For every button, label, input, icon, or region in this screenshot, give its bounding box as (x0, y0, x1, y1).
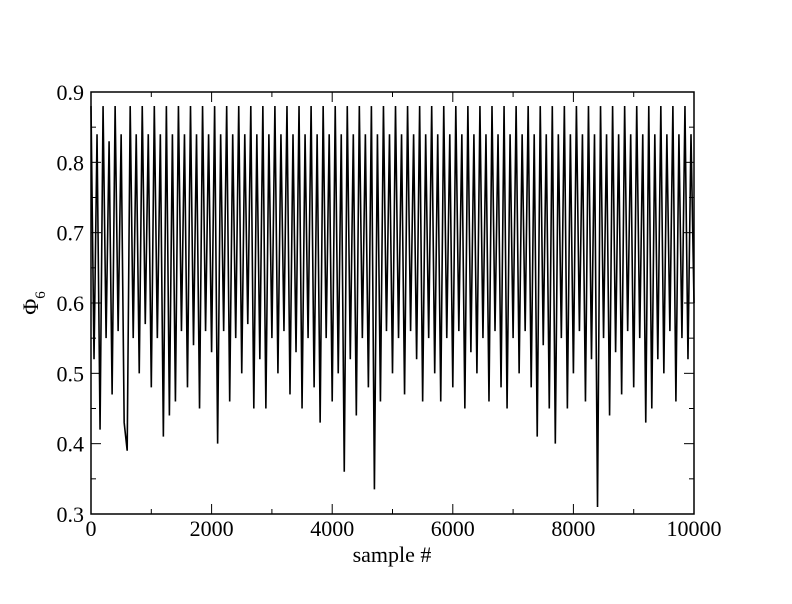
y-tick-label: 0.6 (57, 291, 85, 316)
x-tick-label: 4000 (310, 516, 354, 541)
y-tick-label: 0.3 (57, 502, 85, 527)
x-tick-label: 8000 (551, 516, 595, 541)
y-tick-label: 0.4 (57, 432, 85, 457)
y-tick-label: 0.8 (57, 150, 85, 175)
x-tick-label: 0 (86, 516, 97, 541)
x-tick-label: 6000 (431, 516, 475, 541)
x-axis-label: sample # (353, 542, 432, 567)
y-axis-label-group: Φ6 (18, 291, 49, 315)
y-tick-label: 0.7 (57, 221, 85, 246)
data-line (90, 106, 695, 507)
x-tick-label: 10000 (667, 516, 722, 541)
y-axis-label-subscript: 6 (33, 291, 49, 299)
y-axis-label-main: Φ (18, 299, 43, 315)
y-tick-label: 0.9 (57, 80, 85, 105)
x-tick-label: 2000 (190, 516, 234, 541)
y-tick-label: 0.5 (57, 361, 85, 386)
y-axis-label: Φ6 (18, 291, 49, 315)
